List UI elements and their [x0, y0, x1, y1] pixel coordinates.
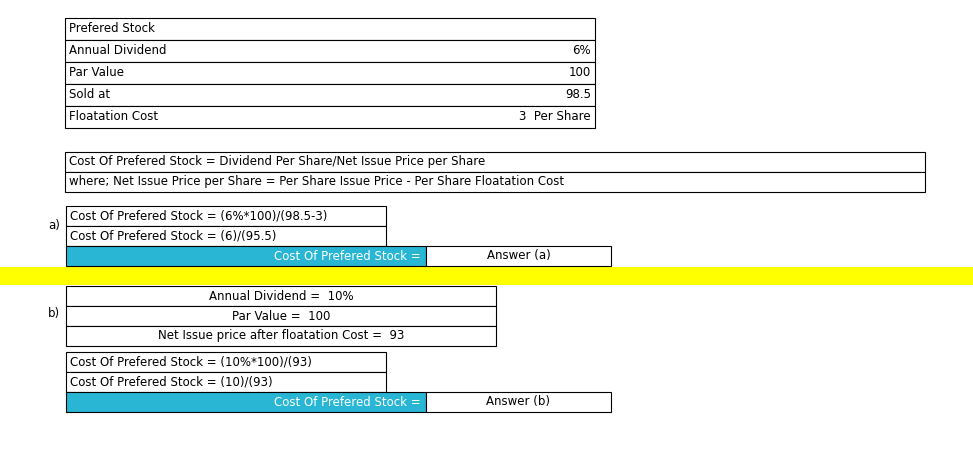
Text: Floatation Cost: Floatation Cost — [69, 111, 159, 124]
Text: Cost Of Prefered Stock = (10)/(93): Cost Of Prefered Stock = (10)/(93) — [70, 375, 272, 388]
Text: Par Value =  100: Par Value = 100 — [232, 309, 330, 323]
Text: Net Issue price after floatation Cost =  93: Net Issue price after floatation Cost = … — [158, 330, 404, 343]
Text: Answer (b): Answer (b) — [486, 395, 551, 408]
Bar — [65, 152, 925, 172]
Text: 100: 100 — [569, 67, 591, 80]
Bar — [65, 106, 595, 128]
Text: 10.753%: 10.753% — [429, 395, 481, 408]
Text: Annual Dividend =  10%: Annual Dividend = 10% — [208, 289, 353, 302]
Bar — [426, 246, 611, 266]
Text: Cost Of Prefered Stock =: Cost Of Prefered Stock = — [273, 395, 424, 408]
Text: Sold at: Sold at — [69, 88, 110, 101]
Bar — [426, 392, 611, 412]
Text: Cost Of Prefered Stock = (6%*100)/(98.5-3): Cost Of Prefered Stock = (6%*100)/(98.5-… — [70, 209, 327, 223]
Text: where; Net Issue Price per Share = Per Share Issue Price - Per Share Floatation : where; Net Issue Price per Share = Per S… — [69, 175, 564, 188]
Bar — [65, 84, 595, 106]
Text: Par Value: Par Value — [69, 67, 124, 80]
Text: Prefered Stock: Prefered Stock — [69, 23, 155, 36]
Bar — [65, 18, 595, 40]
Bar — [65, 40, 595, 62]
Bar — [66, 372, 386, 392]
Bar — [65, 62, 595, 84]
Text: Cost Of Prefered Stock = (6)/(95.5): Cost Of Prefered Stock = (6)/(95.5) — [70, 230, 276, 243]
Text: 3  Per Share: 3 Per Share — [520, 111, 591, 124]
Text: Annual Dividend: Annual Dividend — [69, 44, 166, 57]
Bar — [65, 172, 925, 192]
Bar — [66, 226, 386, 246]
Text: Cost Of Prefered Stock =: Cost Of Prefered Stock = — [273, 250, 424, 263]
Text: 98.5: 98.5 — [565, 88, 591, 101]
Text: Cost Of Prefered Stock = (10%*100)/(93): Cost Of Prefered Stock = (10%*100)/(93) — [70, 356, 312, 369]
Bar — [66, 206, 386, 226]
Text: b): b) — [48, 307, 60, 319]
Bar — [66, 246, 426, 266]
Text: 6%: 6% — [572, 44, 591, 57]
Text: a): a) — [48, 219, 60, 232]
Text: Cost Of Prefered Stock = Dividend Per Share/Net Issue Price per Share: Cost Of Prefered Stock = Dividend Per Sh… — [69, 156, 486, 169]
Bar — [66, 306, 496, 326]
Text: Answer (a): Answer (a) — [486, 250, 551, 263]
Bar — [66, 326, 496, 346]
Bar — [66, 392, 426, 412]
Bar — [66, 352, 386, 372]
Bar — [0, 267, 973, 285]
Bar — [66, 286, 496, 306]
Text: 6.283%: 6.283% — [429, 250, 474, 263]
